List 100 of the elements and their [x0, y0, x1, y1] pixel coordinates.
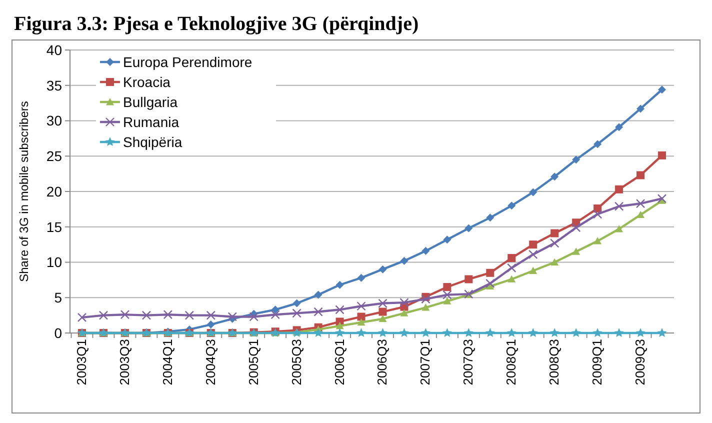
point [357, 274, 366, 282]
point [508, 254, 516, 262]
point [486, 268, 494, 277]
point [335, 328, 345, 338]
legend-label: Kroacia [123, 74, 171, 90]
point [336, 280, 344, 289]
x-tick-label: 2007Q3 [460, 339, 476, 386]
point [421, 294, 430, 304]
y-tick-label: 30 [46, 112, 62, 129]
point [400, 256, 408, 265]
point [657, 328, 667, 338]
legend-label: Bullgaria [123, 94, 178, 110]
point [422, 304, 430, 311]
y-tick-label: 5 [54, 290, 62, 306]
point [356, 302, 366, 311]
legend-label: Rumania [123, 114, 180, 130]
point [571, 328, 581, 338]
point [142, 310, 152, 320]
point [657, 194, 667, 204]
point [594, 237, 602, 244]
point [228, 312, 237, 322]
point [336, 322, 344, 330]
point [399, 328, 409, 338]
point [464, 224, 473, 232]
point [507, 263, 516, 273]
point [506, 328, 516, 338]
point [614, 328, 624, 338]
point [508, 202, 516, 210]
y-tick-label: 40 [46, 42, 62, 58]
point [357, 318, 366, 326]
point [400, 309, 408, 316]
y-tick-label: 20 [46, 183, 62, 200]
point [378, 308, 387, 316]
point [528, 328, 538, 338]
point [615, 225, 624, 232]
point [420, 328, 430, 338]
point [357, 312, 366, 321]
x-tick-label: 2005Q1 [246, 339, 261, 386]
x-tick-label: 2009Q1 [590, 339, 605, 386]
y-tick-label: 0 [54, 324, 62, 341]
point [378, 328, 388, 338]
x-tick-label: 2003Q1 [74, 339, 89, 386]
x-tick-label: 2004Q1 [160, 339, 175, 386]
point [636, 198, 646, 208]
point [443, 297, 452, 304]
point [206, 320, 215, 329]
point [314, 328, 324, 338]
point [184, 310, 194, 320]
point [594, 140, 602, 148]
point [485, 328, 495, 338]
point [508, 275, 516, 282]
point [636, 104, 645, 113]
y-tick-label: 35 [46, 77, 62, 94]
legend-label: Europa Perendimore [123, 54, 252, 70]
point [658, 151, 666, 160]
point [464, 275, 473, 284]
point [292, 299, 301, 308]
point [270, 310, 280, 320]
point [163, 310, 173, 320]
x-tick-label: 2006Q1 [332, 339, 347, 386]
point [249, 312, 258, 322]
point [636, 210, 645, 218]
point [529, 240, 538, 249]
point [550, 172, 559, 181]
point [636, 328, 646, 338]
point [550, 258, 559, 266]
point [335, 305, 344, 314]
point [615, 185, 624, 194]
point [486, 278, 495, 288]
point [442, 328, 452, 338]
point [206, 310, 216, 320]
point [378, 298, 388, 308]
point [442, 290, 452, 300]
y-tick-label: 25 [46, 148, 62, 164]
x-tick-label: 2008Q3 [546, 339, 562, 386]
y-axis-title: Share of 3G in mobile subscribers [17, 101, 31, 282]
chart-title: Figura 3.3: Pjesa e Teknologjive 3G (përqindje) [14, 13, 419, 35]
point [529, 266, 538, 274]
point [528, 250, 538, 260]
point [572, 248, 580, 255]
x-tick-label: 2006Q3 [374, 339, 390, 386]
point [292, 308, 302, 318]
point [314, 290, 322, 299]
x-tick-label: 2008Q1 [504, 339, 519, 386]
point [486, 214, 494, 222]
x-tick-label: 2004Q3 [202, 339, 218, 386]
point [443, 236, 452, 244]
point [550, 238, 560, 248]
point [636, 171, 645, 180]
point [77, 312, 87, 322]
legend-label: Shqipëria [123, 134, 182, 150]
y-tick-label: 10 [46, 254, 62, 270]
point [443, 283, 452, 292]
x-tick-label: 2009Q3 [632, 339, 648, 386]
point [572, 156, 580, 164]
point [592, 328, 602, 338]
point [529, 188, 538, 196]
x-tick-label: 2005Q3 [288, 339, 304, 386]
point [615, 123, 624, 132]
point [271, 306, 280, 314]
